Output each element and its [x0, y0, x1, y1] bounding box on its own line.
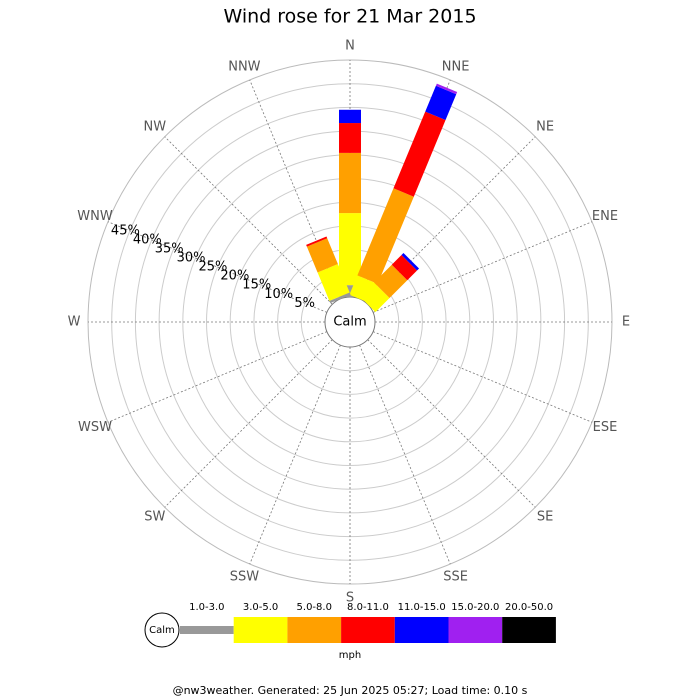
direction-label: NE — [536, 119, 554, 134]
direction-label: WNW — [77, 209, 113, 224]
bar-segment — [393, 111, 446, 197]
bar-segment — [339, 285, 361, 297]
direction-label: NNW — [228, 60, 260, 75]
legend-label: 1.0-3.0 — [189, 602, 224, 613]
legend-label: 3.0-5.0 — [243, 602, 278, 613]
bar-segment — [359, 282, 390, 313]
legend-calm-label: Calm — [149, 625, 175, 636]
radial-label: 25% — [199, 260, 228, 275]
radial-label: 5% — [294, 296, 315, 311]
legend-swatch — [341, 617, 395, 643]
legend-swatch — [394, 617, 449, 643]
bar-segment — [339, 123, 361, 153]
legend-swatch — [233, 617, 288, 643]
bar-segment — [401, 252, 420, 271]
radial-label: 40% — [133, 232, 162, 247]
bar-segment — [306, 238, 338, 273]
spoke — [359, 344, 451, 565]
legend-calm-circle — [144, 612, 180, 648]
bar-segment — [425, 85, 457, 121]
radial-label: 10% — [264, 287, 293, 302]
radial-label: 45% — [111, 223, 140, 238]
direction-label: S — [346, 591, 354, 606]
bar-segment — [339, 109, 361, 124]
spoke — [367, 136, 536, 305]
spoke — [372, 331, 593, 423]
radial-label: 30% — [177, 251, 206, 266]
bar-segment — [306, 236, 328, 247]
direction-label: W — [68, 315, 81, 330]
bar-segment — [317, 264, 350, 301]
spoke — [164, 136, 333, 305]
direction-label: E — [622, 315, 630, 330]
spoke — [367, 339, 536, 508]
bar-segment — [357, 188, 414, 284]
bar-segment — [339, 213, 361, 286]
direction-label: WSW — [78, 420, 112, 435]
bar-segment — [329, 292, 351, 304]
spoke — [107, 221, 328, 313]
spoke — [249, 344, 341, 565]
spoke — [372, 221, 593, 313]
spoke — [249, 79, 341, 300]
direction-label: NNE — [442, 60, 470, 75]
footer: @nw3weather. Generated: 25 Jun 2025 05:2… — [173, 684, 528, 697]
bars — [306, 83, 458, 313]
radial-label: 20% — [220, 269, 249, 284]
bar-segment — [435, 83, 458, 95]
chart-title: Wind rose for 21 Mar 2015 — [223, 6, 476, 28]
legend-label: 5.0-8.0 — [297, 602, 332, 613]
legend-label: 11.0-15.0 — [398, 602, 446, 613]
legend-swatch — [180, 626, 234, 634]
direction-label: SE — [537, 510, 553, 525]
direction-label: N — [345, 39, 355, 54]
bar-segment — [391, 254, 418, 281]
legend-label: 15.0-20.0 — [451, 602, 499, 613]
direction-label: ENE — [592, 209, 618, 224]
calm-label: Calm — [333, 315, 366, 330]
bar-segment — [373, 264, 408, 299]
radial-label: 35% — [155, 241, 184, 256]
spoke — [164, 339, 333, 508]
radial-label: 15% — [242, 278, 271, 293]
legend-swatch — [287, 617, 342, 643]
direction-label: SW — [144, 510, 165, 525]
direction-label: ESE — [593, 420, 618, 435]
legend-swatch — [502, 617, 556, 643]
direction-label: SSW — [230, 569, 260, 584]
direction-label: NW — [144, 119, 167, 134]
direction-label: SSE — [443, 569, 468, 584]
spoke — [107, 331, 328, 423]
legend-unit: mph — [339, 650, 361, 661]
legend-label: 8.0-11.0 — [347, 602, 389, 613]
bar-segment — [339, 152, 361, 214]
legend-label: 20.0-50.0 — [505, 602, 553, 613]
legend-swatch — [448, 617, 503, 643]
